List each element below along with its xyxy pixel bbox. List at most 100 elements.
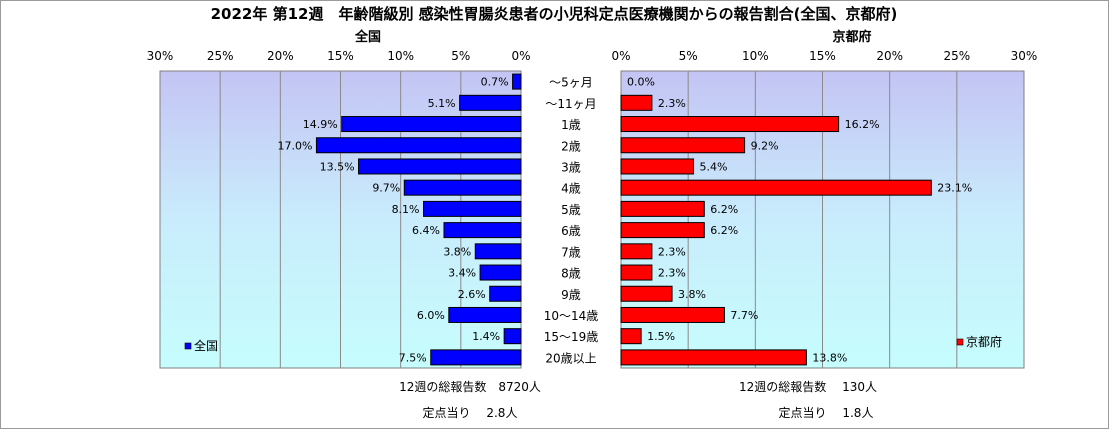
left-bar [341, 116, 522, 133]
left-tick-label: 20% [267, 49, 294, 63]
left-value-labels: 0.7% 5.1% 14.9% 17.0% 13.5% 9.7% 8.1% 6.4%3.8% 3… [277, 76, 508, 365]
right-bar [620, 179, 932, 196]
right-value-label: 13.8% [812, 351, 847, 364]
left-value-label: 3.4% [448, 267, 476, 280]
right-value-label: 16.2% [845, 118, 880, 131]
left-bar [443, 222, 522, 239]
category-label: 9歳 [561, 288, 581, 302]
left-panel-title: 全国 [354, 29, 381, 45]
left-bar [512, 73, 522, 90]
left-bar [358, 158, 522, 175]
right-value-label: 23.1% [937, 182, 972, 195]
left-bar [489, 285, 522, 302]
right-summary-total: 12週の総報告数 130人 [739, 379, 877, 394]
left-value-label: 7.5% [399, 351, 427, 364]
left-axis-ticks: 30% 25% 20% 15% 10% 5% 0% [147, 49, 531, 63]
category-label: 2歳 [561, 139, 581, 153]
right-bars [620, 94, 932, 366]
right-value-label: 5.4% [700, 160, 728, 173]
right-value-label: 0.0% [627, 76, 655, 89]
right-value-label: 2.3% [658, 267, 686, 280]
right-tick-label: 0% [611, 49, 630, 63]
right-bar [620, 116, 840, 133]
right-bar [620, 285, 673, 302]
left-value-label: 13.5% [320, 160, 355, 173]
left-tick-label: 0% [511, 49, 530, 63]
left-summary-per-site: 定点当り 2.8人 [423, 405, 518, 420]
right-value-label: 2.3% [658, 97, 686, 110]
right-legend-label: 京都府 [966, 334, 1002, 349]
left-value-label: 3.8% [443, 245, 471, 258]
left-tick-label: 30% [147, 49, 174, 63]
left-value-label: 6.4% [412, 224, 440, 237]
right-value-label: 6.2% [710, 224, 738, 237]
left-tick-label: 5% [451, 49, 470, 63]
category-label: 3歳 [561, 160, 581, 174]
left-value-label: 8.1% [392, 203, 420, 216]
left-bar [479, 264, 522, 281]
right-panel-title: 京都府 [832, 29, 871, 45]
right-bar [620, 158, 695, 175]
right-tick-label: 5% [679, 49, 698, 63]
right-value-label: 1.5% [647, 330, 675, 343]
left-tick-label: 15% [327, 49, 354, 63]
left-legend-label: 全国 [194, 338, 218, 353]
category-label: 15～19歳 [544, 330, 599, 344]
right-bar [620, 222, 705, 239]
left-bar [403, 179, 522, 196]
left-value-label: 17.0% [277, 139, 312, 152]
left-legend-swatch [184, 342, 192, 350]
left-value-label: 0.7% [481, 76, 509, 89]
right-legend-swatch [956, 338, 964, 346]
right-bar [620, 264, 653, 281]
right-value-label: 6.2% [710, 203, 738, 216]
left-value-label: 14.9% [303, 118, 338, 131]
left-value-label: 9.7% [372, 182, 400, 195]
right-value-label: 7.7% [730, 309, 758, 322]
right-bar [620, 306, 725, 323]
right-bar [620, 349, 807, 366]
right-tick-label: 15% [809, 49, 836, 63]
right-value-label: 2.3% [658, 245, 686, 258]
left-bars [315, 73, 522, 366]
chart-title: 2022年 第12週 年齢階級別 感染性胃腸炎患者の小児科定点医療機関からの報告… [211, 5, 898, 23]
right-bar [620, 137, 746, 154]
category-label: ～5ヶ月 [549, 76, 593, 90]
right-tick-label: 30% [1011, 49, 1038, 63]
right-tick-label: 20% [876, 49, 903, 63]
category-label: 6歳 [561, 224, 581, 238]
right-bar [620, 328, 642, 345]
category-label: 8歳 [561, 267, 581, 281]
left-legend: 全国 [184, 338, 218, 353]
category-label: 4歳 [561, 182, 581, 196]
right-summary-per-site: 定点当り 1.8人 [779, 405, 874, 420]
left-bar [315, 137, 522, 154]
category-label: 10～14歳 [544, 309, 599, 323]
category-label: 1歳 [561, 118, 581, 132]
right-tick-label: 10% [742, 49, 769, 63]
category-labels: ～5ヶ月 ～11ヶ月 1歳 2歳 3歳 4歳 5歳 6歳 7歳 8歳 9歳 10～14歳 15～19歳 2… [544, 76, 599, 366]
right-value-label: 3.8% [678, 288, 706, 301]
right-legend: 京都府 [956, 334, 1002, 349]
left-tick-label: 25% [207, 49, 234, 63]
left-tick-label: 10% [387, 49, 414, 63]
left-bar [448, 306, 522, 323]
right-tick-label: 25% [943, 49, 970, 63]
right-bar [620, 94, 653, 111]
category-label: 5歳 [561, 203, 581, 217]
category-label: 20歳以上 [545, 351, 596, 365]
left-value-label: 5.1% [428, 97, 456, 110]
left-value-label: 6.0% [417, 309, 445, 322]
right-value-label: 9.2% [751, 139, 779, 152]
right-value-labels: 0.0%2.3%16.2%9.2%5.4%23.1%6.2%6.2%2.3%2.… [627, 76, 972, 365]
left-value-label: 2.6% [458, 288, 486, 301]
right-bar [620, 200, 705, 217]
left-bar [459, 94, 522, 111]
left-bar [423, 200, 522, 217]
category-label: ～11ヶ月 [545, 97, 596, 111]
left-value-label: 1.4% [472, 330, 500, 343]
category-label: 7歳 [561, 245, 581, 259]
left-bar [503, 328, 522, 345]
left-bar [474, 243, 522, 260]
